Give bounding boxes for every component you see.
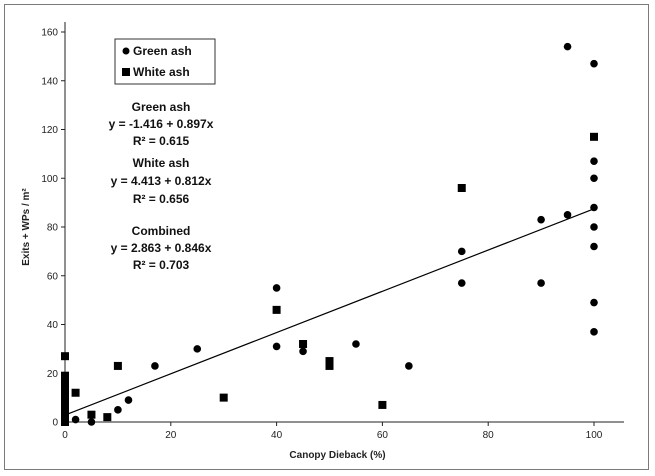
point-green-ash bbox=[590, 298, 598, 307]
point-green-ash bbox=[537, 215, 545, 224]
y-tick-label: 40 bbox=[47, 320, 59, 331]
point-white-ash bbox=[61, 383, 69, 392]
point-green-ash bbox=[352, 340, 360, 348]
y-tick-label: 140 bbox=[41, 76, 58, 87]
point-green-ash bbox=[457, 279, 466, 287]
annotation-white-ash-title: White ash bbox=[133, 156, 190, 170]
point-white-ash bbox=[87, 410, 96, 419]
x-tick-label: 80 bbox=[483, 430, 495, 441]
point-green-ash bbox=[193, 345, 202, 353]
y-tick-label: 80 bbox=[47, 223, 59, 234]
legend: Green ash White ash bbox=[114, 38, 216, 85]
annotation-combined-equation: y = 2.863 + 0.846x bbox=[111, 241, 212, 255]
y-tick-label: 120 bbox=[41, 125, 58, 136]
point-white-ash bbox=[61, 398, 69, 407]
annotation-green-ash-title: Green ash bbox=[132, 100, 191, 114]
legend-marker-green-ash bbox=[122, 47, 130, 55]
x-tick-label: 60 bbox=[377, 430, 389, 441]
point-white-ash bbox=[378, 400, 387, 409]
point-green-ash bbox=[457, 247, 466, 256]
annotation-combined-r2: R² = 0.703 bbox=[133, 258, 190, 272]
data-points bbox=[61, 42, 598, 426]
x-tick-label: 0 bbox=[62, 430, 68, 441]
point-green-ash bbox=[590, 157, 598, 165]
point-white-ash bbox=[113, 361, 122, 370]
point-white-ash bbox=[590, 132, 598, 141]
chart-frame: 0 20 40 60 80 100 0 20 40 60 80 100 120 140 160 Canop… bbox=[4, 4, 649, 470]
point-green-ash bbox=[590, 328, 598, 336]
point-green-ash bbox=[71, 415, 80, 424]
annotation-combined-title: Combined bbox=[132, 224, 191, 238]
combined-regression-line bbox=[64, 208, 595, 416]
point-white-ash bbox=[61, 391, 69, 400]
point-green-ash bbox=[405, 362, 413, 370]
point-white-ash bbox=[299, 340, 308, 348]
point-white-ash bbox=[61, 413, 69, 422]
y-tick-label: 0 bbox=[52, 418, 58, 429]
regression-annotations: Green ash y = -1.416 + 0.897x R² = 0.615… bbox=[109, 100, 214, 272]
x-tick-label: 40 bbox=[271, 430, 283, 441]
point-green-ash bbox=[272, 342, 281, 351]
point-white-ash bbox=[103, 413, 112, 422]
point-white-ash bbox=[325, 361, 334, 370]
point-white-ash bbox=[219, 393, 228, 402]
point-green-ash bbox=[590, 242, 598, 251]
point-white-ash bbox=[272, 305, 281, 314]
legend-entry-white-ash: White ash bbox=[133, 65, 190, 79]
point-green-ash bbox=[124, 396, 133, 404]
point-green-ash bbox=[114, 406, 122, 414]
annotation-white-ash-r2: R² = 0.656 bbox=[133, 192, 190, 206]
point-white-ash bbox=[61, 418, 69, 426]
y-ticks: 0 20 40 60 80 100 120 140 160 bbox=[41, 28, 65, 429]
y-tick-label: 20 bbox=[47, 369, 59, 380]
point-white-ash bbox=[71, 388, 80, 397]
x-tick-label: 100 bbox=[586, 430, 603, 441]
x-tick-label: 20 bbox=[165, 430, 177, 441]
annotation-green-ash-r2: R² = 0.615 bbox=[133, 134, 190, 148]
scatter-chart: 0 20 40 60 80 100 0 20 40 60 80 100 120 140 160 Canop… bbox=[21, 22, 624, 461]
annotation-white-ash-equation: y = 4.413 + 0.812x bbox=[111, 174, 212, 188]
point-green-ash bbox=[590, 59, 598, 68]
annotation-green-ash-equation: y = -1.416 + 0.897x bbox=[109, 117, 214, 131]
point-green-ash bbox=[87, 418, 96, 426]
y-axis-title: Exits + WPs / m² bbox=[21, 188, 32, 266]
legend-box bbox=[114, 38, 216, 85]
x-axis-title: Canopy Dieback (%) bbox=[289, 450, 385, 461]
point-white-ash bbox=[61, 371, 69, 380]
legend-entry-green-ash: Green ash bbox=[133, 44, 192, 58]
point-green-ash bbox=[590, 203, 598, 212]
point-white-ash bbox=[61, 376, 69, 385]
point-green-ash bbox=[272, 284, 281, 292]
point-green-ash bbox=[299, 347, 307, 356]
y-tick-label: 60 bbox=[47, 271, 59, 282]
point-green-ash bbox=[590, 223, 598, 231]
point-white-ash bbox=[61, 352, 69, 361]
point-green-ash bbox=[563, 211, 572, 219]
point-green-ash bbox=[151, 362, 159, 370]
point-white-ash bbox=[457, 184, 466, 192]
x-ticks: 0 20 40 60 80 100 bbox=[62, 422, 603, 441]
point-green-ash bbox=[590, 174, 598, 183]
legend-marker-white-ash bbox=[122, 68, 130, 76]
y-tick-label: 160 bbox=[41, 28, 58, 39]
y-tick-label: 100 bbox=[41, 174, 58, 185]
point-white-ash bbox=[325, 357, 334, 366]
point-white-ash bbox=[61, 405, 69, 414]
point-green-ash bbox=[537, 279, 545, 287]
point-green-ash bbox=[563, 42, 572, 51]
